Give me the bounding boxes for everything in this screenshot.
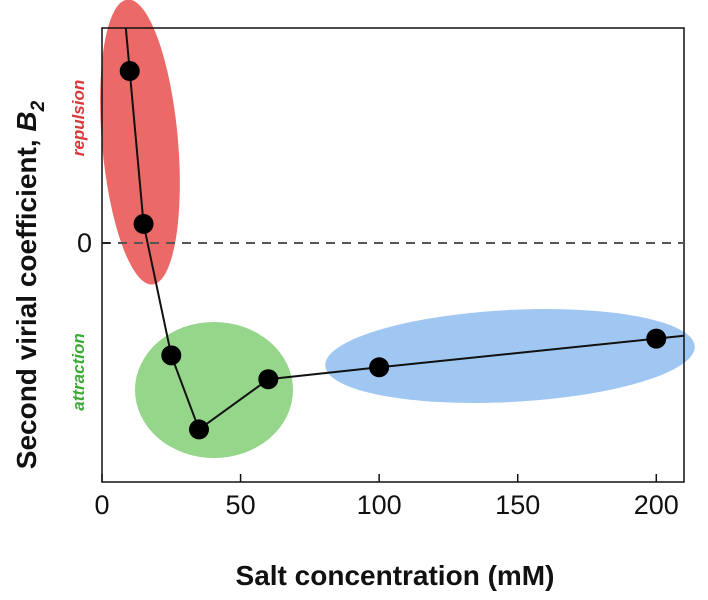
data-point	[369, 357, 390, 378]
x-tick-label: 0	[94, 490, 109, 520]
repulsion-region	[100, 0, 180, 285]
attraction-label: attraction	[69, 333, 88, 410]
plot-frame	[101, 27, 685, 483]
y-axis-title-subscript: 2	[28, 100, 49, 112]
highlight-regions	[100, 0, 695, 458]
data-point	[189, 419, 209, 440]
x-tick-label: 200	[634, 490, 679, 520]
plateau-region	[325, 309, 695, 403]
data-point	[258, 369, 279, 390]
x-axis-title: Salt concentration (mM)	[236, 560, 555, 591]
x-tick-label: 150	[495, 490, 540, 520]
y-axis-title-symbol: B	[11, 111, 42, 131]
attraction-region	[135, 322, 293, 458]
data-point	[133, 213, 154, 234]
y-axis-ticks: 0	[77, 228, 110, 258]
x-tick-label: 100	[357, 490, 402, 520]
y-tick-label: 0	[77, 228, 92, 258]
x-axis-ticks: 0 50 100 150 200	[94, 474, 679, 520]
x-tick-label: 50	[226, 490, 256, 520]
y-axis-title: Second virial coefficient, B2	[11, 100, 49, 469]
y-axis-title-text: Second virial coefficient,	[11, 132, 42, 470]
data-point	[646, 328, 667, 349]
data-point	[161, 345, 182, 366]
repulsion-label: repulsion	[69, 80, 88, 157]
series	[119, 27, 685, 440]
data-point	[119, 61, 140, 82]
